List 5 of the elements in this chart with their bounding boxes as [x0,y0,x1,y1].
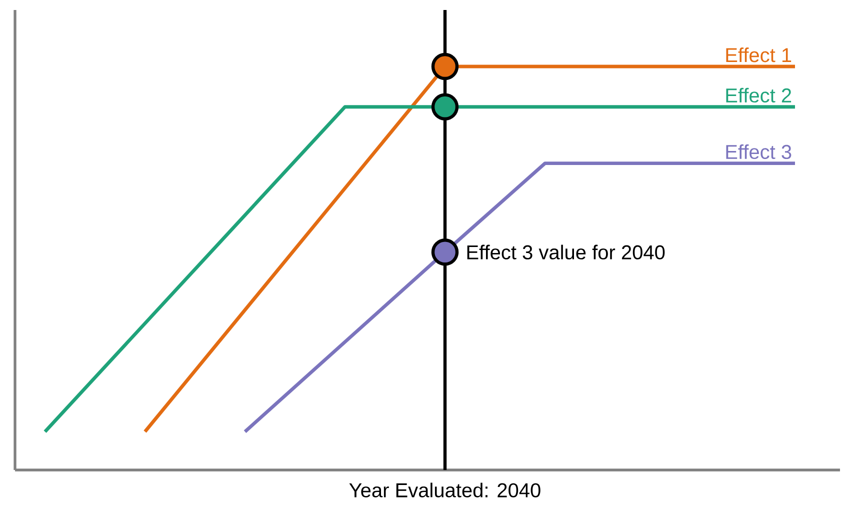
series-label: Effect 2 [726,88,792,103]
x-axis-title: Year Evaluated: 2040 [349,482,540,498]
series-label: Effect 3 [726,144,792,160]
series-label: Effect 1 [726,48,792,62]
annotation: Effect 3 value for 2040 [467,244,665,260]
